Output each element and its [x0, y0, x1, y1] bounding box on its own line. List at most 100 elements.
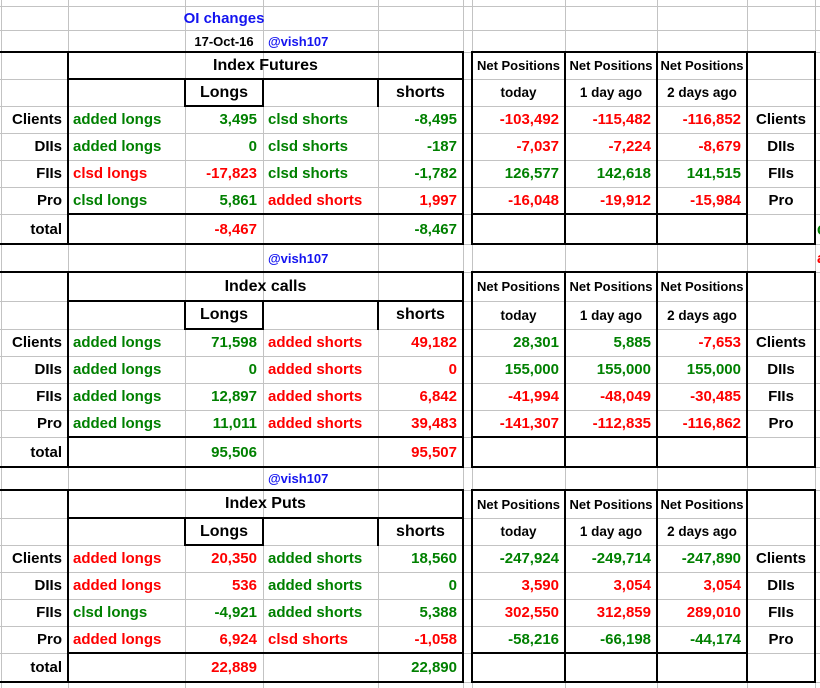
- net-today-cell[interactable]: -41,994: [508, 388, 559, 405]
- short-value-cell[interactable]: 1,997: [419, 192, 457, 209]
- net-day-header[interactable]: 2 days ago: [667, 85, 737, 100]
- row-label[interactable]: Pro: [36, 192, 62, 209]
- row-label-right[interactable]: DIIs: [767, 138, 795, 155]
- long-value-cell[interactable]: 3,495: [219, 111, 257, 128]
- short-action-cell[interactable]: added shorts: [268, 334, 363, 351]
- longs-column-header[interactable]: Longs: [200, 306, 248, 323]
- net-1day-cell[interactable]: -115,482: [592, 111, 651, 128]
- long-value-cell[interactable]: 0: [248, 138, 257, 155]
- long-action-cell[interactable]: added longs: [73, 577, 162, 594]
- row-label-right[interactable]: Clients: [755, 334, 806, 351]
- net-day-header[interactable]: 1 day ago: [579, 524, 643, 539]
- sheet-title[interactable]: OI changes: [183, 9, 265, 27]
- long-action-cell[interactable]: added longs: [73, 361, 162, 378]
- long-action-cell[interactable]: added longs: [73, 550, 162, 567]
- handle-cell[interactable]: @vish107: [268, 471, 329, 486]
- net-1day-cell[interactable]: 312,859: [596, 604, 651, 621]
- row-label[interactable]: FIIs: [36, 604, 62, 621]
- row-label[interactable]: DIIs: [34, 138, 62, 155]
- net-positions-header[interactable]: Net Positions: [476, 496, 561, 512]
- net-today-cell[interactable]: -16,048: [508, 192, 559, 209]
- row-label-right[interactable]: Pro: [768, 415, 794, 432]
- long-value-cell[interactable]: 71,598: [211, 334, 257, 351]
- shorts-column-header[interactable]: shorts: [396, 83, 445, 101]
- net-positions-header[interactable]: Net Positions: [569, 279, 653, 294]
- shorts-column-header[interactable]: shorts: [396, 522, 445, 540]
- long-value-cell[interactable]: -17,823: [206, 165, 257, 182]
- net-1day-cell[interactable]: 155,000: [596, 361, 651, 378]
- row-label-right[interactable]: Clients: [755, 550, 806, 567]
- row-label-right[interactable]: DIIs: [767, 361, 795, 378]
- longs-column-header[interactable]: Longs: [200, 83, 248, 101]
- total-label[interactable]: total: [30, 220, 62, 238]
- row-label[interactable]: Clients: [11, 334, 62, 351]
- net-positions-header[interactable]: Net Positions: [476, 58, 561, 73]
- row-label[interactable]: Clients: [11, 111, 62, 128]
- net-today-cell[interactable]: 3,590: [521, 577, 559, 594]
- net-2days-cell[interactable]: 3,054: [703, 577, 741, 594]
- net-1day-cell[interactable]: -66,198: [600, 631, 651, 648]
- section-title[interactable]: Index calls: [224, 277, 307, 295]
- net-today-cell[interactable]: -58,216: [508, 631, 559, 648]
- net-2days-cell[interactable]: -7,653: [698, 334, 741, 351]
- short-value-cell[interactable]: 49,182: [411, 334, 457, 351]
- net-1day-cell[interactable]: -249,714: [591, 550, 651, 567]
- long-action-cell[interactable]: clsd longs: [73, 165, 148, 182]
- short-value-cell[interactable]: 0: [448, 361, 457, 378]
- net-day-header[interactable]: today: [500, 307, 537, 323]
- net-today-cell[interactable]: 302,550: [504, 604, 559, 621]
- net-day-header[interactable]: 1 day ago: [579, 85, 643, 100]
- total-short-value[interactable]: 95,507: [411, 443, 457, 461]
- row-label-right[interactable]: FIIs: [768, 604, 794, 621]
- row-label-right[interactable]: Clients: [755, 111, 806, 128]
- long-value-cell[interactable]: 536: [231, 577, 257, 594]
- row-label[interactable]: FIIs: [36, 388, 62, 405]
- net-1day-cell[interactable]: 142,618: [596, 165, 651, 182]
- short-action-cell[interactable]: clsd shorts: [268, 165, 349, 182]
- net-day-header[interactable]: 1 day ago: [579, 307, 643, 323]
- net-today-cell[interactable]: -103,492: [499, 111, 559, 128]
- total-long-value[interactable]: 95,506: [211, 443, 257, 461]
- net-today-cell[interactable]: -7,037: [516, 138, 559, 155]
- handle-cell[interactable]: @vish107: [268, 33, 329, 49]
- long-action-cell[interactable]: added longs: [73, 388, 162, 405]
- clipped-cell-fragment[interactable]: C: [812, 216, 820, 244]
- net-2days-cell[interactable]: 141,515: [686, 165, 741, 182]
- total-label[interactable]: total: [30, 443, 62, 461]
- short-action-cell[interactable]: added shorts: [268, 577, 363, 594]
- row-label-right[interactable]: FIIs: [768, 165, 794, 182]
- long-value-cell[interactable]: 0: [248, 361, 257, 378]
- long-value-cell[interactable]: 20,350: [211, 550, 257, 567]
- net-today-cell[interactable]: -247,924: [499, 550, 559, 567]
- total-long-value[interactable]: 22,889: [211, 659, 257, 676]
- row-label-right[interactable]: Pro: [768, 192, 794, 209]
- clipped-cell-fragment[interactable]: a: [812, 246, 820, 270]
- shorts-column-header[interactable]: shorts: [396, 306, 445, 323]
- row-label-right[interactable]: Pro: [768, 631, 794, 648]
- long-value-cell[interactable]: 6,924: [219, 631, 257, 648]
- short-action-cell[interactable]: added shorts: [268, 604, 363, 621]
- short-value-cell[interactable]: 39,483: [411, 415, 457, 432]
- short-value-cell[interactable]: 18,560: [411, 550, 457, 567]
- short-action-cell[interactable]: added shorts: [268, 550, 363, 567]
- row-label[interactable]: FIIs: [36, 165, 62, 182]
- handle-cell[interactable]: @vish107: [268, 250, 329, 266]
- net-1day-cell[interactable]: 5,885: [613, 334, 651, 351]
- short-action-cell[interactable]: clsd shorts: [268, 631, 349, 648]
- section-title[interactable]: Index Futures: [213, 56, 318, 74]
- net-2days-cell[interactable]: -44,174: [690, 631, 741, 648]
- short-action-cell[interactable]: clsd shorts: [268, 138, 349, 155]
- short-value-cell[interactable]: -187: [426, 138, 457, 155]
- long-action-cell[interactable]: clsd longs: [73, 604, 148, 621]
- short-action-cell[interactable]: added shorts: [268, 192, 363, 209]
- net-1day-cell[interactable]: -7,224: [608, 138, 651, 155]
- net-2days-cell[interactable]: -30,485: [690, 388, 741, 405]
- net-2days-cell[interactable]: -15,984: [690, 192, 741, 209]
- net-day-header[interactable]: today: [500, 85, 537, 100]
- short-action-cell[interactable]: clsd shorts: [268, 111, 349, 128]
- net-positions-header[interactable]: Net Positions: [660, 279, 744, 294]
- short-value-cell[interactable]: -1,058: [414, 631, 457, 648]
- net-positions-header[interactable]: Net Positions: [660, 58, 744, 73]
- net-positions-header[interactable]: Net Positions: [476, 279, 561, 294]
- net-day-header[interactable]: today: [500, 524, 537, 539]
